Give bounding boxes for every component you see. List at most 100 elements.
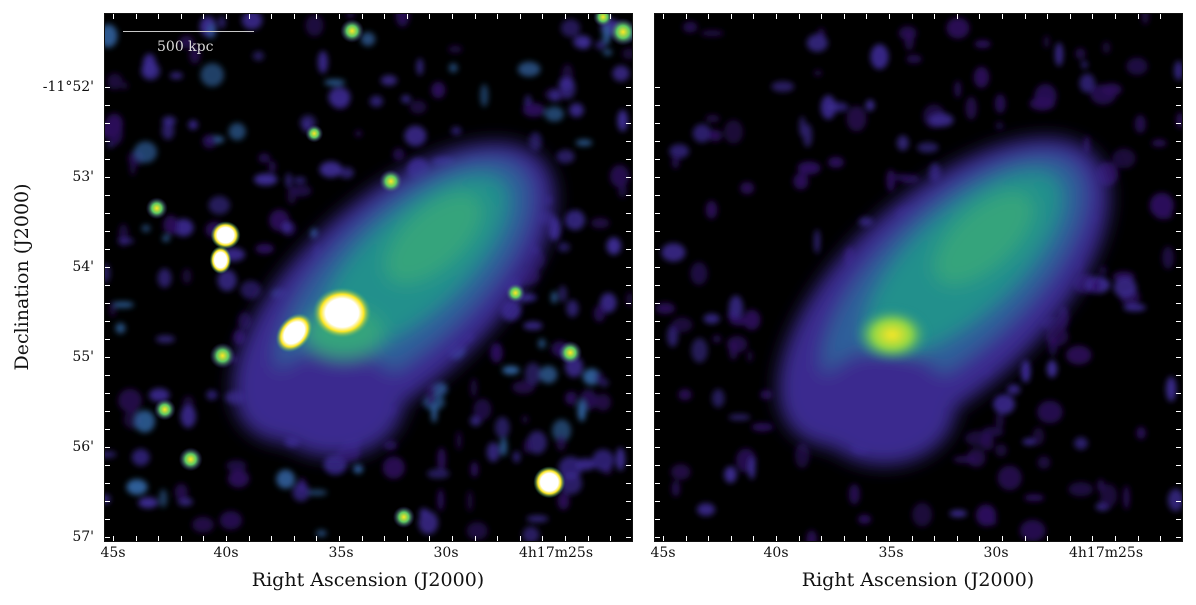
noise-blob <box>1032 427 1045 446</box>
noise-blob <box>1162 246 1174 270</box>
noise-blob <box>448 45 463 54</box>
noise-blob <box>305 14 324 37</box>
noise-blob <box>1065 345 1092 365</box>
noise-blob <box>952 455 978 464</box>
tick-mark <box>776 14 777 19</box>
noise-blob <box>426 383 436 406</box>
tick-mark <box>663 536 664 541</box>
noise-blob <box>179 35 194 49</box>
noise-blob <box>328 86 351 108</box>
noise-blob <box>1081 60 1088 69</box>
tick-mark <box>1176 267 1181 268</box>
noise-blob <box>995 121 1004 130</box>
noise-blob <box>928 113 954 127</box>
tick-mark <box>1069 536 1071 541</box>
noise-blob <box>1149 192 1174 219</box>
noise-blob <box>700 30 724 37</box>
tick-mark <box>1176 213 1181 214</box>
noise-blob <box>115 322 126 334</box>
noise-blob <box>226 460 247 472</box>
noise-blob <box>409 100 427 114</box>
radio-image-left-panel: 500 kpc <box>104 13 633 542</box>
noise-blob <box>1037 455 1051 469</box>
noise-blob <box>622 47 632 60</box>
tick-mark <box>135 14 137 19</box>
noise-blob <box>268 160 276 174</box>
noise-blob <box>1021 359 1031 383</box>
tick-mark <box>248 536 250 541</box>
noise-blob <box>556 149 575 164</box>
noise-blob <box>1134 114 1146 134</box>
noise-blob <box>228 122 246 141</box>
noise-blob <box>188 119 198 130</box>
tick-mark <box>866 14 868 19</box>
tick-mark <box>798 536 800 541</box>
tick-mark <box>911 536 913 541</box>
noise-blob <box>708 129 722 142</box>
noise-blob <box>558 456 583 480</box>
tick-mark <box>655 375 660 376</box>
noise-blob <box>241 14 263 30</box>
tick-mark <box>565 536 566 541</box>
noise-blob <box>206 389 218 401</box>
noise-blob <box>728 295 744 321</box>
noise-blob <box>182 268 192 284</box>
tick-mark <box>474 536 476 541</box>
tick-mark <box>626 447 631 448</box>
tick-mark <box>105 321 110 322</box>
noise-blob <box>912 502 933 527</box>
noise-blob <box>1074 437 1088 450</box>
noise-blob <box>600 292 617 313</box>
source-knot <box>558 340 583 365</box>
noise-blob <box>418 511 439 535</box>
noise-blob <box>382 456 405 479</box>
tick-mark <box>979 536 981 541</box>
noise-blob <box>310 228 318 239</box>
noise-blob <box>404 125 427 147</box>
noise-blob <box>134 410 156 433</box>
tick-mark <box>655 123 660 124</box>
noise-blob <box>523 321 543 330</box>
tick-mark <box>1176 141 1181 142</box>
tick-mark <box>1047 536 1049 541</box>
tick-mark <box>979 14 981 19</box>
noise-blob <box>416 58 424 76</box>
noise-blob <box>392 148 405 161</box>
noise-blob <box>1112 148 1136 169</box>
noise-blob <box>560 19 581 38</box>
tick-mark <box>105 411 110 412</box>
noise-blob <box>369 95 384 107</box>
bright-source <box>210 221 241 250</box>
noise-blob <box>217 269 237 292</box>
noise-blob <box>964 430 991 447</box>
noise-blob <box>794 442 810 469</box>
noise-blob <box>109 301 116 317</box>
noise-blob <box>131 448 150 466</box>
noise-blob <box>120 81 129 90</box>
y-tick-label: 54' <box>72 259 94 275</box>
noise-blob <box>848 483 861 505</box>
noise-blob <box>691 338 708 363</box>
tick-mark <box>655 411 660 412</box>
noise-blob <box>431 382 448 396</box>
tick-mark <box>105 537 110 538</box>
tick-mark <box>655 249 660 250</box>
noise-blob <box>797 161 821 175</box>
noise-blob <box>965 96 977 120</box>
tick-mark <box>180 536 182 541</box>
noise-blob <box>552 419 572 442</box>
tick-mark <box>105 123 110 124</box>
noise-blob <box>148 388 170 402</box>
noise-blob <box>813 69 822 76</box>
noise-blob <box>896 135 909 151</box>
tick-mark <box>316 536 318 541</box>
noise-blob <box>558 285 568 303</box>
noise-blob <box>760 389 773 400</box>
noise-blob <box>906 54 922 64</box>
tick-mark <box>1176 159 1181 160</box>
tick-mark <box>105 465 110 466</box>
tick-mark <box>685 536 687 541</box>
tick-mark <box>934 536 936 541</box>
tick-mark <box>1176 321 1181 322</box>
noise-blob <box>105 263 111 283</box>
